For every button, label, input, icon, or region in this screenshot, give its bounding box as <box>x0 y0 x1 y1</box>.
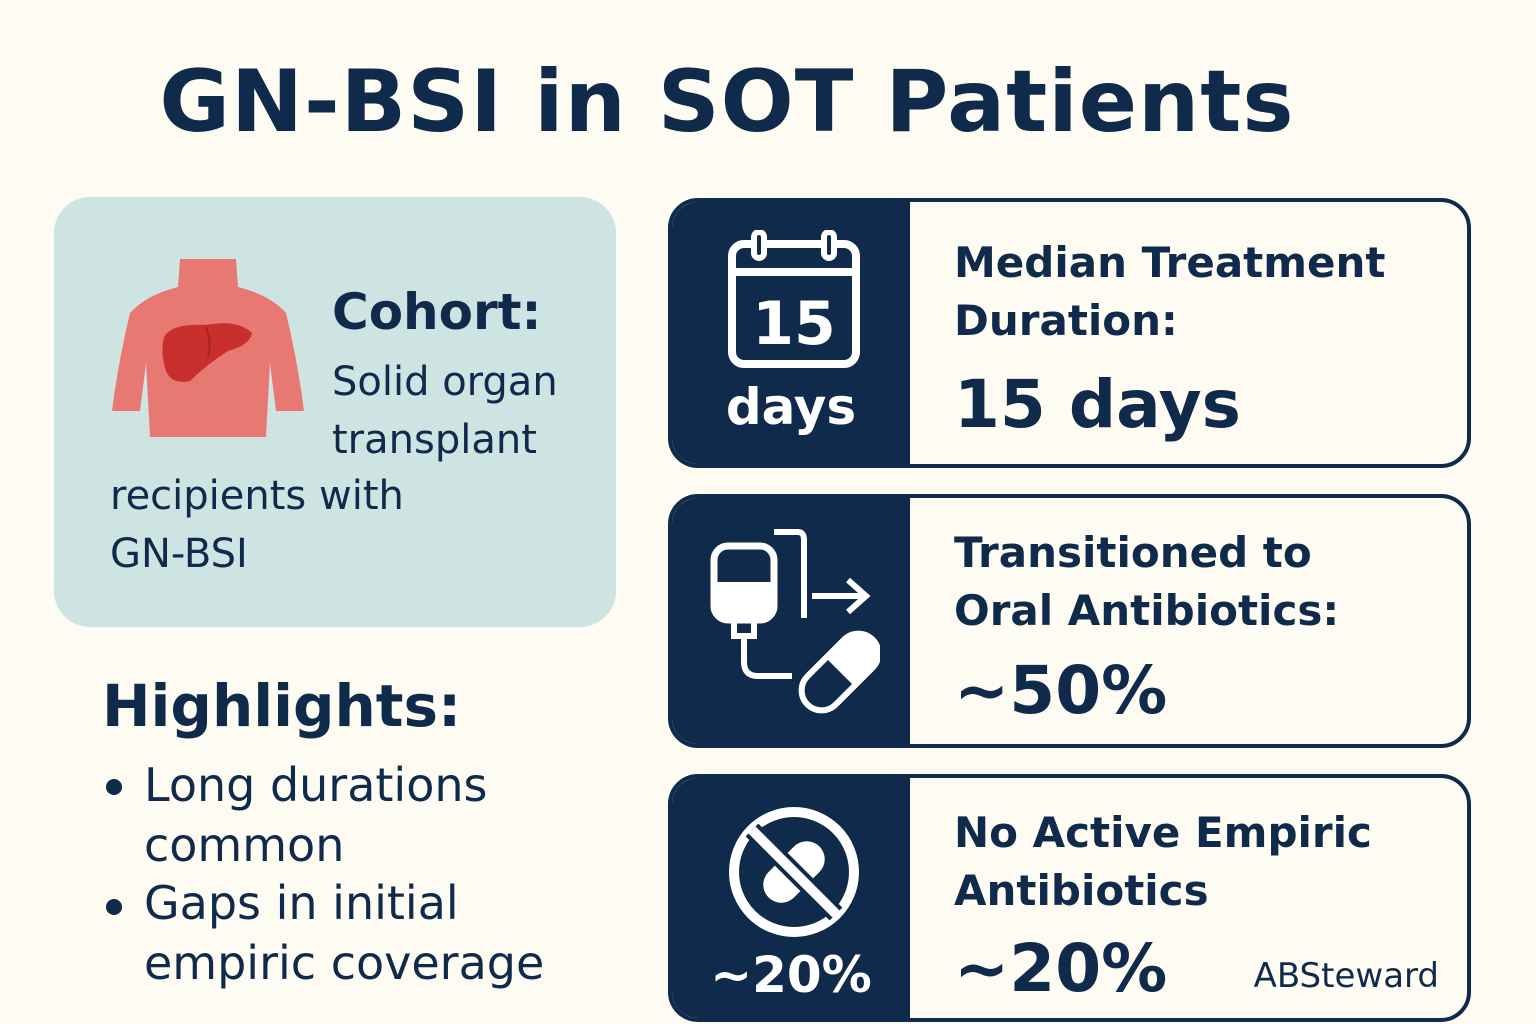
highlight-item-line: empiric coverage <box>144 936 545 990</box>
card-heading-line: Duration: <box>954 296 1178 345</box>
highlight-item-line: Long durations <box>144 758 488 812</box>
calendar-icon: 15 <box>728 230 860 368</box>
brand-label: ABSteward <box>1253 956 1439 996</box>
stat-card-no-empiric: ~20% No Active Empiric Antibiotics ~20% … <box>668 774 1471 1022</box>
card-heading: Transitioned to Oral Antibiotics: <box>954 524 1339 640</box>
no-pill-icon <box>729 807 859 937</box>
card-heading-line: Antibiotics <box>954 866 1209 915</box>
cohort-text-line: GN-BSI <box>110 531 248 577</box>
page-title: GN-BSI in SOT Patients <box>159 52 1295 152</box>
card-heading: Median Treatment Duration: <box>954 234 1385 350</box>
card-heading-line: Median Treatment <box>954 238 1386 287</box>
card-heading-line: Oral Antibiotics: <box>954 586 1340 635</box>
cohort-text-line: recipients with <box>110 473 404 519</box>
calendar-day-number: 15 <box>752 289 836 359</box>
card-badge: days <box>725 378 857 436</box>
card-icon-panel: 15 days <box>672 202 910 464</box>
cohort-label: Cohort: <box>332 283 542 341</box>
cohort-text-line: transplant <box>332 417 537 463</box>
cohort-panel: Cohort: Solid organ transplant recipient… <box>54 197 616 627</box>
card-heading-line: No Active Empiric <box>954 808 1372 857</box>
card-value: 15 days <box>954 366 1241 443</box>
bullet-icon <box>106 899 122 915</box>
card-value: ~20% <box>954 930 1168 1007</box>
highlights-title: Highlights: <box>102 672 462 740</box>
card-heading-line: Transitioned to <box>954 528 1312 577</box>
highlight-item-line: common <box>144 818 345 872</box>
stat-card-duration: 15 days Median Treatment Duration: 15 da… <box>668 198 1471 468</box>
card-value: ~50% <box>954 652 1168 729</box>
torso-liver-icon <box>112 259 304 437</box>
card-heading: No Active Empiric Antibiotics <box>954 804 1372 920</box>
cohort-text-line: Solid organ <box>332 359 558 405</box>
iv-bag-to-pill-icon <box>710 529 880 714</box>
card-icon-panel <box>672 498 910 744</box>
stat-card-oral-transition: Transitioned to Oral Antibiotics: ~50% <box>668 494 1471 748</box>
card-icon-panel: ~20% <box>672 778 910 1018</box>
highlight-item-line: Gaps in initial <box>144 876 459 930</box>
card-badge: ~20% <box>710 946 872 1004</box>
bullet-icon <box>106 779 122 795</box>
